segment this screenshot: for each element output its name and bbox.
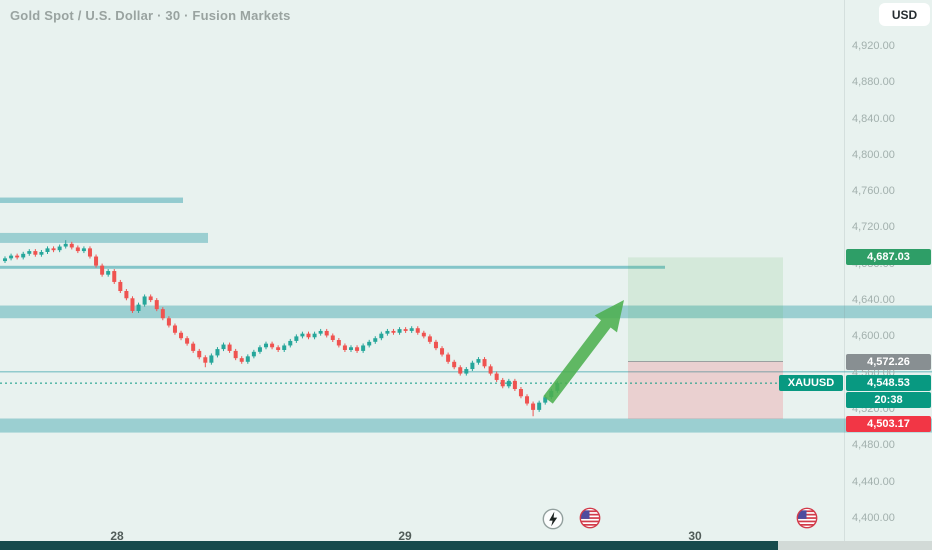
price-badge-entry: 4,572.26 — [846, 353, 931, 370]
price-badge-current: 4,548.53 — [846, 375, 931, 392]
us-flag-event-icon[interactable] — [579, 507, 601, 529]
support-band — [0, 418, 932, 433]
currency-toggle-button[interactable]: USD — [879, 3, 930, 26]
price-tick: 4,600.00 — [852, 330, 895, 343]
price-tick: 4,920.00 — [852, 40, 895, 52]
price-tick: 4,640.00 — [852, 294, 895, 307]
symbol-chip-label: XAUUSD — [787, 377, 835, 390]
supply-band-2 — [0, 232, 208, 243]
price-tick: 4,480.00 — [852, 439, 895, 452]
level-line-4676 — [0, 265, 665, 269]
price-tick: 4,720.00 — [852, 221, 895, 234]
price-tick: 4,440.00 — [852, 475, 895, 488]
bottom-bar-axis-corner — [778, 541, 932, 550]
long-position-profit-zone[interactable] — [628, 257, 783, 362]
candlestick-series — [3, 240, 560, 417]
symbol-price-chip: XAUUSD — [779, 375, 843, 392]
bottom-bar — [0, 541, 778, 550]
price-tick: 4,880.00 — [852, 76, 895, 89]
bullish-arrow-drawing[interactable] — [543, 300, 624, 404]
lightning-event-icon[interactable] — [542, 508, 564, 530]
price-tick: 4,800.00 — [852, 148, 895, 161]
long-position-loss-zone[interactable] — [628, 361, 783, 419]
chart-title: Gold Spot / U.S. Dollar · 30 · Fusion Ma… — [10, 8, 291, 23]
price-axis[interactable]: 4,920.00 4,880.00 4,840.00 4,800.00 4,760.00… — [845, 0, 932, 540]
resistance-band — [0, 305, 932, 319]
price-tick: 4,760.00 — [852, 185, 895, 198]
price-badge-target: 4,687.03 — [846, 249, 931, 266]
price-tick: 4,400.00 — [852, 511, 895, 524]
price-badge-stop: 4,503.17 — [846, 416, 931, 433]
price-tick: 4,840.00 — [852, 112, 895, 125]
supply-band-1 — [0, 197, 183, 203]
us-flag-event-icon[interactable] — [796, 507, 818, 529]
price-axis-separator — [844, 0, 845, 541]
bar-countdown-badge: 20:38 — [846, 392, 931, 409]
